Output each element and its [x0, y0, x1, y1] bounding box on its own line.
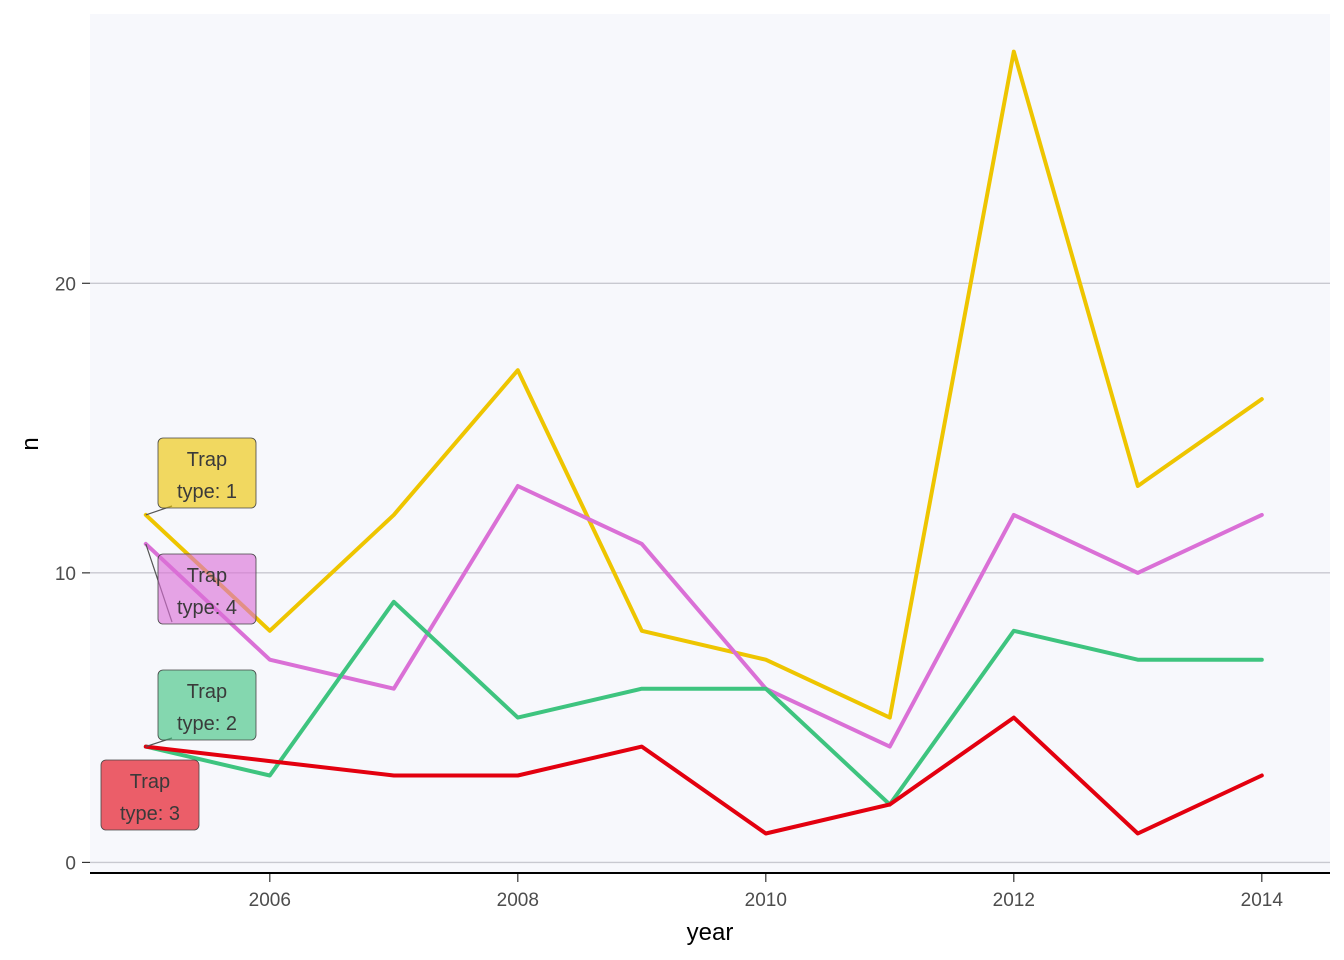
x-axis: 2006 2008 2010 2012 2014 [90, 872, 1330, 911]
series-label-2: Trap type: 4 [145, 543, 257, 625]
y-axis-title: n [17, 437, 44, 450]
series-label-4: Trap type: 3 [100, 759, 200, 831]
series-line-2 [143, 484, 1264, 749]
label-box-1 [157, 437, 257, 509]
label-line2-1: type: 1 [177, 481, 237, 503]
label-line2-4: type: 3 [120, 803, 180, 825]
label-line1-2: Trap [187, 565, 227, 587]
label-box-2 [157, 553, 257, 625]
series-line-1 [143, 49, 1264, 720]
label-line1-1: Trap [187, 449, 227, 471]
label-line1-4: Trap [130, 771, 170, 793]
y-tick-label-10: 10 [55, 564, 76, 585]
x-axis-title: year [687, 919, 734, 946]
label-line2-2: type: 4 [177, 597, 237, 619]
series-label-3: Trap type: 2 [145, 669, 257, 748]
label-box-3 [157, 669, 257, 741]
x-tick-label-2010: 2010 [745, 890, 787, 911]
x-tick-label-2006: 2006 [249, 890, 291, 911]
label-line2-3: type: 2 [177, 713, 237, 735]
label-line1-3: Trap [187, 681, 227, 703]
x-tick-label-2008: 2008 [497, 890, 539, 911]
series-labels: Trap type: 1 Trap type: 4 Trap type: 2 Trap typ… [100, 437, 257, 831]
series-line-3 [143, 599, 1264, 807]
series-line-4 [143, 715, 1264, 836]
gridlines [90, 282, 1330, 864]
y-tick-label-20: 20 [55, 274, 76, 295]
x-tick-label-2014: 2014 [1241, 890, 1284, 911]
y-tick-label-0: 0 [65, 853, 76, 874]
y-axis: 0 10 20 [55, 274, 90, 874]
x-tick-label-2012: 2012 [993, 890, 1035, 911]
label-box-4 [100, 759, 200, 831]
plot-panel [90, 14, 1330, 874]
series-label-1: Trap type: 1 [145, 437, 257, 516]
series-lines [143, 49, 1264, 836]
